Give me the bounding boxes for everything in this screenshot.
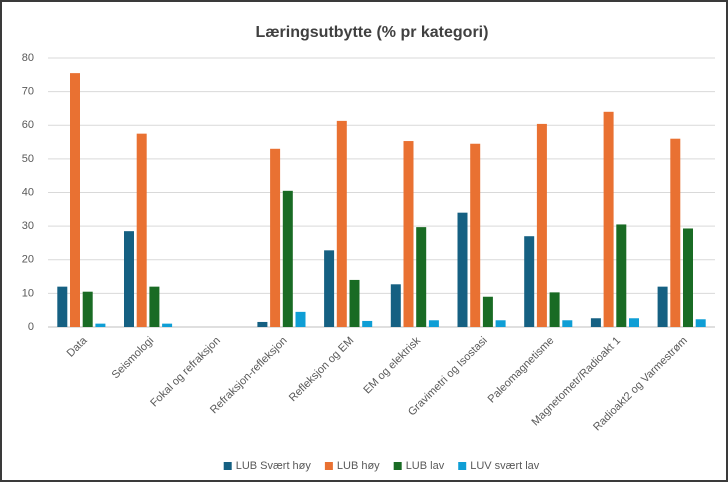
bar [362, 320, 373, 327]
legend-swatch [324, 462, 333, 470]
bar [695, 319, 706, 327]
y-tick-label: 50 [22, 153, 34, 165]
legend-swatch [393, 462, 402, 470]
bar [470, 143, 481, 327]
y-tick-label: 0 [28, 321, 34, 333]
y-tick-label: 10 [22, 287, 34, 299]
bar [428, 320, 439, 327]
bar [324, 250, 335, 327]
bar [349, 279, 360, 327]
bar [603, 111, 614, 327]
bar [562, 320, 573, 327]
y-tick-label: 70 [22, 86, 34, 98]
legend-swatch [458, 462, 467, 470]
legend-swatch [223, 462, 232, 470]
legend-label: LUB lav [406, 460, 445, 472]
bar [390, 284, 401, 327]
bar [149, 286, 160, 327]
bar [70, 73, 80, 327]
bar [683, 228, 693, 327]
bar [257, 321, 268, 327]
bar [670, 138, 681, 327]
bar [616, 224, 627, 327]
bar [482, 296, 493, 327]
y-tick-label: 40 [22, 186, 34, 198]
y-tick-label: 60 [22, 119, 34, 131]
bar [336, 120, 347, 327]
legend-label: LUB Svært høy [236, 460, 312, 472]
bar [629, 318, 639, 327]
y-tick-label: 20 [22, 254, 34, 266]
chart-title: Læringsutbytte (% pr kategori) [256, 24, 489, 41]
y-tick-label: 30 [22, 220, 34, 232]
bar [82, 291, 93, 327]
bar [282, 190, 293, 327]
bar [416, 227, 427, 327]
bar [657, 286, 668, 327]
bar [95, 323, 106, 327]
bar [124, 231, 134, 327]
bar [136, 133, 147, 327]
bar [549, 292, 560, 327]
bar [162, 323, 173, 327]
bar [403, 141, 414, 327]
bar [57, 286, 68, 327]
bar [457, 212, 468, 327]
bar [495, 320, 506, 327]
bar [295, 311, 306, 327]
bar [536, 123, 547, 327]
legend-label: LUB høy [337, 460, 380, 472]
legend-label: LUV svært lav [470, 460, 540, 472]
bar [524, 236, 535, 327]
y-tick-label: 80 [22, 52, 34, 64]
bar [270, 148, 281, 327]
bar [590, 318, 601, 327]
